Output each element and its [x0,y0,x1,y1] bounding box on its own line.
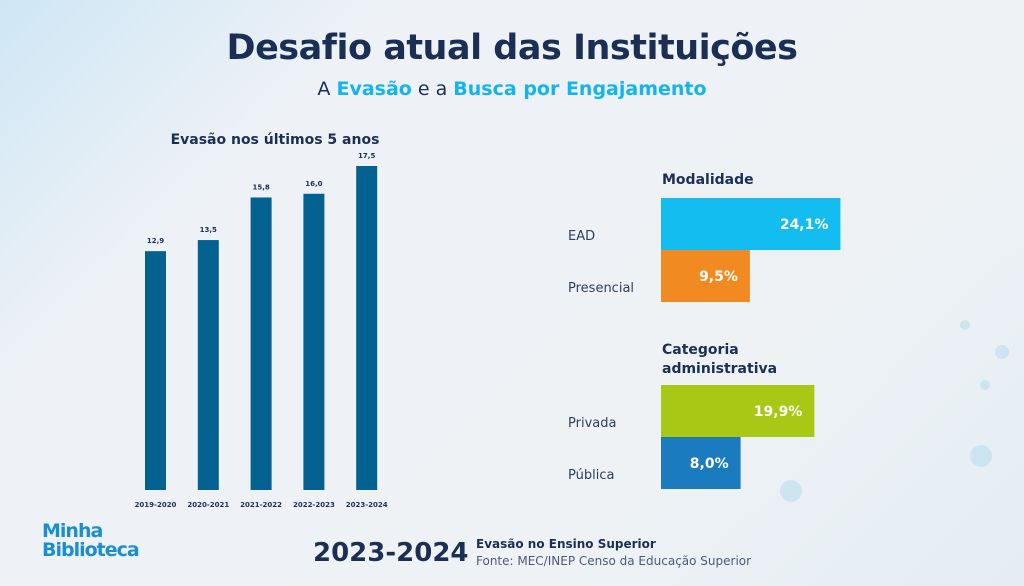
category-label: Presencial [568,281,634,296]
bar-2022-2023 [303,193,325,490]
bar-value-label: 15,8 [252,183,269,191]
bar-2019-2020 [145,251,166,490]
footer-source: Fonte: MEC/INEP Censo da Educação Superi… [476,554,752,568]
hbar-EAD [661,198,841,250]
footer-year: 2023-2024 [313,538,469,568]
bar-2021-2022 [250,197,272,490]
hbar-value-label: 24,1% [780,217,829,233]
hbar-Privada [661,385,815,437]
subtitle-text: A [317,78,337,100]
x-tick-label: 2023-2024 [346,501,388,509]
subtitle-highlight-evasao: Evasão [336,78,412,100]
hbar-value-label: 19,9% [754,404,803,420]
decorative-dot [780,480,802,502]
x-tick-label: 2021-2022 [240,501,282,509]
subtitle-text: e a [411,78,454,100]
page-subtitle: A Evasão e a Busca por Engajamento [0,78,1024,100]
modalidade-title: Modalidade [662,172,754,188]
decorative-dot [995,345,1009,359]
category-label: EAD [568,229,595,244]
x-tick-label: 2019-2020 [135,501,177,509]
bar-2020-2021 [197,240,219,490]
hbar-value-label: 8,0% [690,456,729,472]
decorative-dot [980,380,990,390]
x-tick-label: 2022-2023 [293,501,335,509]
decorative-dot [960,320,970,330]
subtitle-highlight-busca: Busca por Engajamento [453,78,707,100]
decorative-dot [970,445,992,467]
bar-value-label: 17,5 [358,152,375,160]
hbar-value-label: 9,5% [699,269,738,285]
hbar-Presencial [661,250,750,302]
bar-value-label: 16,0 [305,180,322,188]
bar-value-label: 12,9 [147,237,164,245]
bar-value-label: 13,5 [200,226,217,234]
categoria-title: Categoria administrativa [662,342,778,377]
category-label: Pública [568,468,614,483]
x-tick-label: 2020-2021 [187,501,229,509]
minha-biblioteca-logo: Minha Biblioteca [42,520,140,561]
category-label: Privada [568,416,616,431]
hbar-Pública [661,437,741,489]
vertical-chart-title: Evasão nos últimos 5 anos [170,132,380,148]
bar-2023-2024 [356,166,378,490]
footer-caption: Evasão no Ensino Superior [476,537,656,551]
page-title: Desafio atual das Instituições [226,28,798,68]
